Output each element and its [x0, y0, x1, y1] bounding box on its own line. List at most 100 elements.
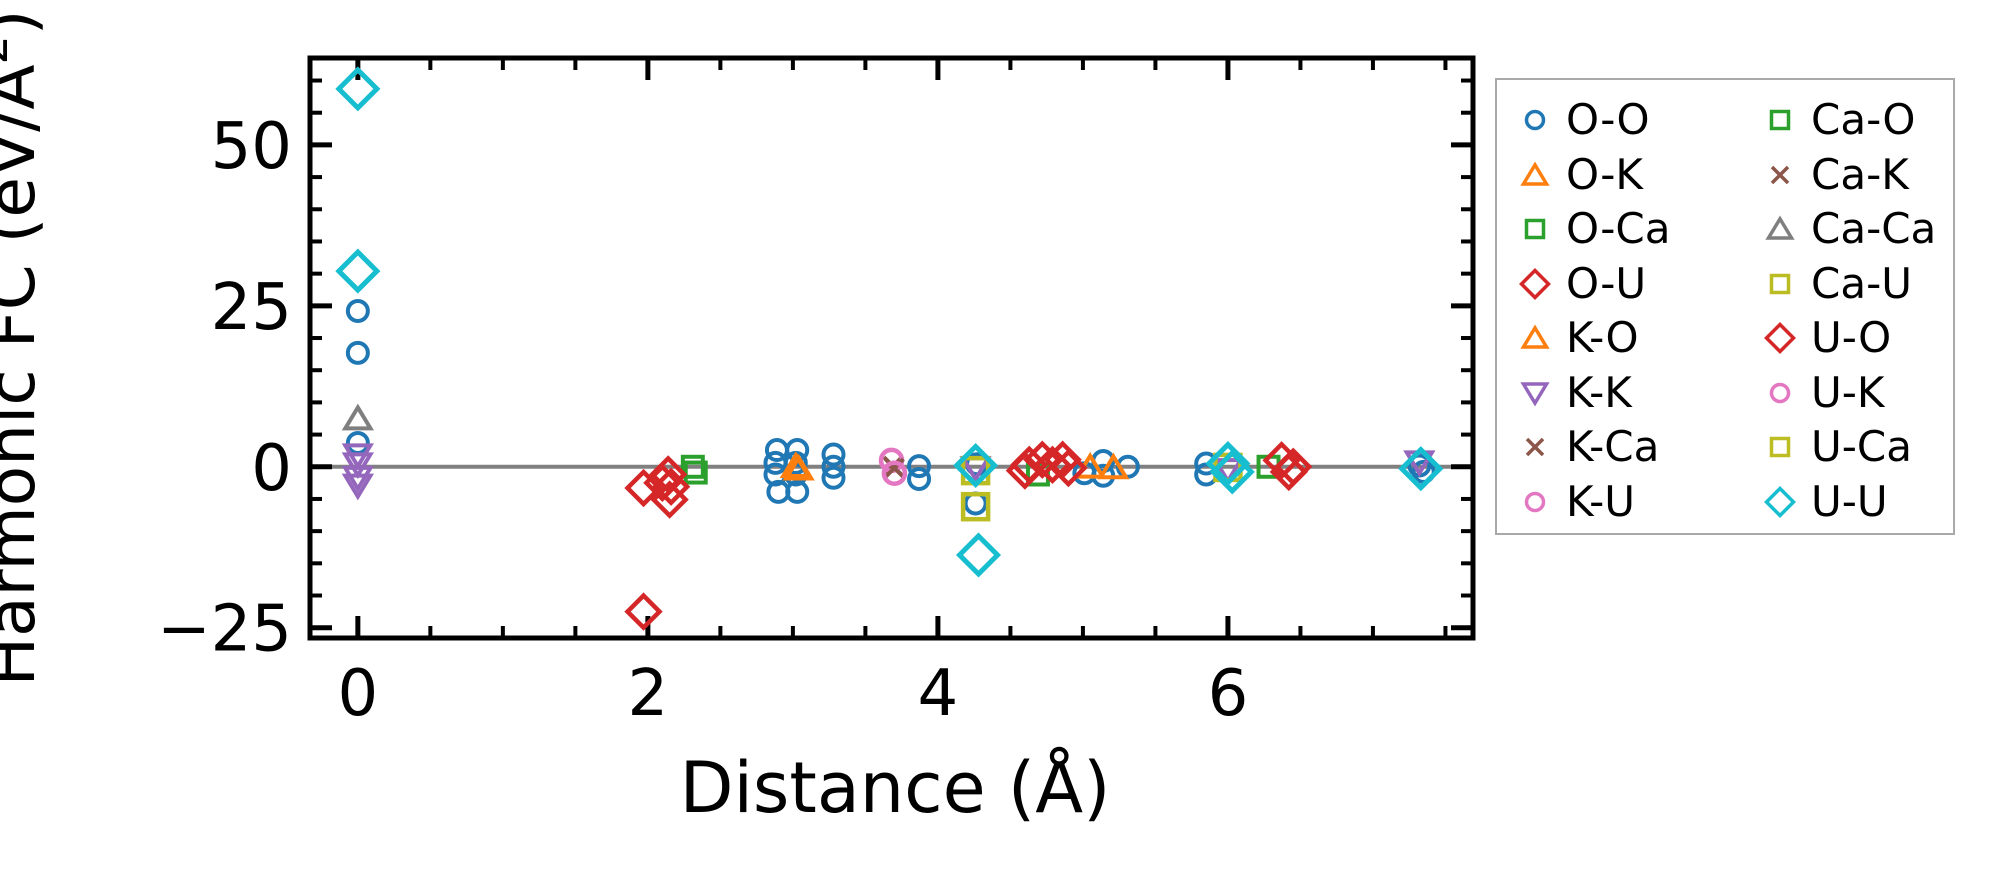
- legend-item-ca-o: Ca-O: [1762, 93, 1936, 148]
- x-tick-label: 6: [1208, 657, 1249, 731]
- legend-label: U-K: [1811, 367, 1885, 417]
- legend-marker-circle-icon: [1769, 382, 1791, 403]
- marker-square: [680, 454, 705, 479]
- marker-diamond: [1262, 441, 1301, 480]
- legend-label: K-O: [1566, 313, 1639, 363]
- x-tick-labels: 0 2 4 6: [337, 657, 1248, 731]
- plot-frame: [307, 55, 1476, 641]
- legend-label: O-O: [1566, 95, 1650, 145]
- marker-circle: [907, 454, 932, 479]
- marker-diamond: [651, 467, 691, 506]
- legend-label: K-U: [1566, 476, 1636, 526]
- legend-marker-circle-icon: [1524, 491, 1546, 512]
- marker-diamond: [955, 532, 1002, 578]
- legend-item-o-u: O-U: [1517, 257, 1670, 312]
- marker-circle: [1524, 491, 1546, 512]
- marker-square: [1769, 437, 1791, 458]
- marker-diamond: [1269, 452, 1309, 492]
- marker-diamond: [648, 455, 688, 494]
- marker-circle: [907, 466, 932, 491]
- series-k-k: [341, 443, 1436, 501]
- marker-diamond: [624, 592, 663, 631]
- legend-item-u-ca: U-Ca: [1762, 420, 1936, 475]
- series-o-ca: [680, 454, 708, 485]
- legend-label: Ca-K: [1811, 149, 1909, 199]
- marker-triangle-up: [1097, 452, 1130, 480]
- marker-x: [1770, 165, 1790, 184]
- legend-label: U-Ca: [1811, 422, 1912, 472]
- marker-diamond: [953, 442, 999, 489]
- marker-circle: [963, 491, 988, 516]
- marker-circle: [881, 460, 908, 486]
- marker-diamond: [335, 66, 381, 112]
- marker-square: [1769, 273, 1791, 294]
- y-tick-label: 0: [251, 432, 292, 506]
- legend-item-o-o: O-O: [1517, 93, 1670, 148]
- legend-item-k-k: K-K: [1517, 366, 1670, 421]
- marker-diamond: [1205, 441, 1251, 487]
- legend-column-2: Ca-O Ca-K Ca-Ca Ca-U U-O U-K U-Ca U-U: [1762, 93, 1936, 529]
- legend-label: Ca-O: [1811, 95, 1916, 145]
- marker-diamond: [650, 480, 689, 519]
- axis-ticks: [310, 58, 1473, 638]
- legend-label: O-K: [1566, 149, 1643, 199]
- series-u-u: [335, 66, 1444, 578]
- marker-circle: [345, 430, 370, 455]
- legend-item-u-k: U-K: [1762, 366, 1936, 421]
- legend-marker-diamond-icon: [1764, 322, 1796, 355]
- marker-triangle-up: [782, 453, 815, 481]
- legend-label: K-Ca: [1566, 422, 1660, 472]
- legend-item-o-ca: O-Ca: [1517, 202, 1670, 257]
- y-axis-title: Harmonic FC (eV/Å2): [0, 9, 50, 686]
- marker-circle: [821, 442, 846, 467]
- legend-item-ca-u: Ca-U: [1762, 257, 1936, 312]
- x-tick-label: 4: [918, 657, 959, 731]
- legend-label: K-K: [1566, 367, 1632, 417]
- legend-label: Ca-Ca: [1811, 204, 1937, 254]
- marker-circle: [345, 298, 370, 323]
- marker-triangle-down: [341, 465, 374, 493]
- series-u-ca: [960, 491, 991, 522]
- series-u-k: [881, 460, 908, 486]
- marker-triangle-up: [341, 403, 374, 431]
- legend-column-1: O-O O-K O-Ca O-U K-O K-K K-Ca K-U: [1517, 93, 1670, 529]
- marker-diamond: [643, 463, 682, 503]
- legend: O-O O-K O-Ca O-U K-O K-K K-Ca K-U Ca-O Ca-K Ca-Ca…: [1495, 78, 1955, 535]
- series-ca-ca: [341, 403, 374, 431]
- legend-item-ca-ca: Ca-Ca: [1762, 202, 1936, 257]
- legend-item-ca-k: Ca-K: [1762, 148, 1936, 203]
- marker-triangle-down: [341, 473, 374, 501]
- legend-marker-x-icon: [1525, 438, 1545, 457]
- marker-circle: [821, 465, 846, 490]
- marker-diamond: [335, 248, 381, 294]
- legend-marker-circle-icon: [1524, 110, 1546, 131]
- x-tick-label: 2: [628, 657, 669, 731]
- marker-triangle-up: [1520, 161, 1550, 186]
- marker-circle: [821, 454, 846, 479]
- legend-marker-triangle-down-icon: [1520, 381, 1550, 407]
- marker-circle: [1524, 110, 1546, 131]
- legend-label: Ca-U: [1811, 258, 1912, 308]
- marker-diamond: [1209, 449, 1255, 495]
- legend-marker-triangle-up-icon: [1765, 215, 1795, 241]
- legend-label: U-U: [1811, 476, 1888, 526]
- legend-marker-square-icon: [1769, 110, 1791, 131]
- legend-marker-square-icon: [1769, 273, 1791, 294]
- legend-item-k-ca: K-Ca: [1517, 420, 1670, 475]
- marker-square: [1769, 110, 1791, 131]
- marker-circle: [1769, 382, 1791, 403]
- y-tick-label: −25: [157, 593, 292, 667]
- marker-triangle-up: [1520, 324, 1550, 350]
- marker-square: [683, 460, 708, 485]
- legend-item-u-o: U-O: [1762, 311, 1936, 366]
- marker-triangle-down: [341, 452, 374, 480]
- legend-marker-diamond-icon: [1764, 485, 1796, 518]
- y-tick-label: 25: [211, 271, 292, 345]
- series-k-o: [782, 452, 1130, 481]
- legend-marker-diamond-icon: [1519, 267, 1551, 300]
- legend-marker-x-icon: [1770, 165, 1790, 184]
- legend-item-k-o: K-O: [1517, 311, 1670, 366]
- marker-x: [1525, 438, 1545, 457]
